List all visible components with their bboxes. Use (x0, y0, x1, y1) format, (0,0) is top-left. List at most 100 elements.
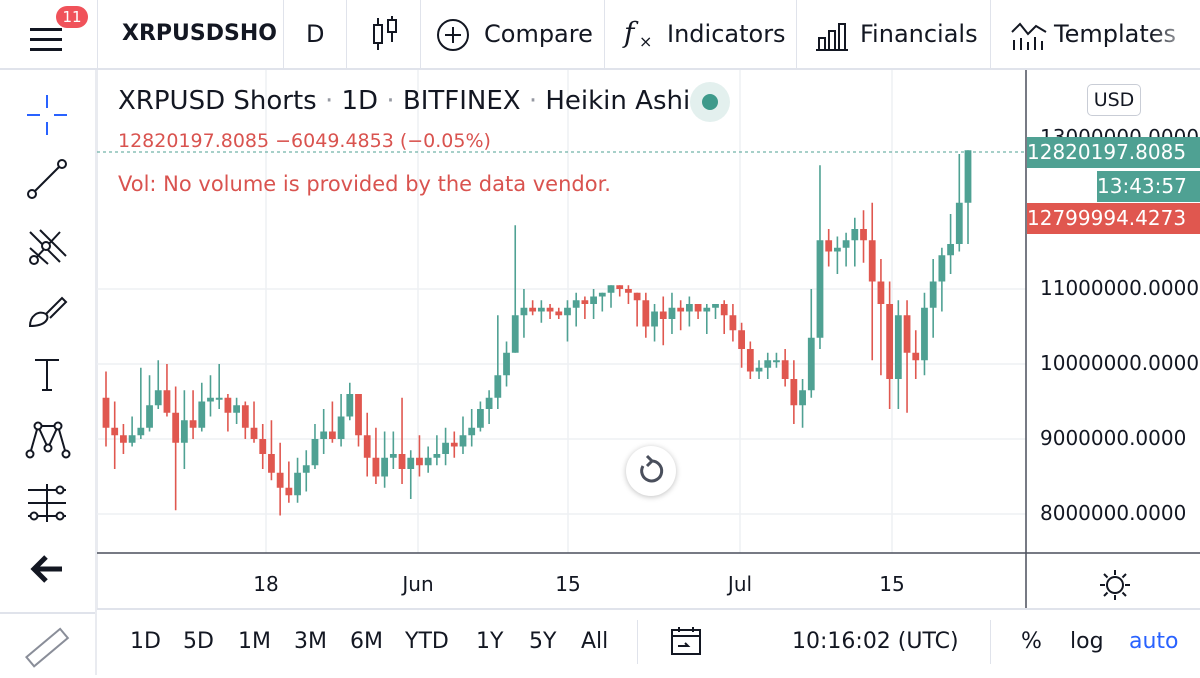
go-to-date-button[interactable] (668, 624, 704, 660)
interval-button[interactable]: D (306, 20, 325, 48)
candle-body (746, 349, 754, 372)
plus-circle-icon (437, 19, 469, 51)
candle-body (894, 315, 902, 379)
pattern-icon (25, 421, 71, 459)
brush-tool[interactable] (22, 286, 72, 336)
financials-label: Financials (860, 20, 978, 48)
top-toolbar: 11 XRPUSDSHO D Compare f × Indicators (0, 0, 1200, 70)
candle-body (685, 304, 693, 312)
back-arrow-icon (30, 555, 62, 583)
range-button-5d[interactable]: 5D (183, 629, 214, 654)
utc-clock[interactable]: 10:16:02 (UTC) (792, 629, 959, 654)
market-status-icon[interactable] (690, 82, 730, 122)
candle-body (180, 420, 188, 443)
indicators-button[interactable]: f × Indicators (624, 14, 786, 56)
candle-body (442, 442, 449, 454)
financials-button[interactable]: Financials (814, 14, 979, 56)
trend-line-tool[interactable] (22, 154, 72, 204)
chart-legend[interactable]: XRPUSD Shorts · 1D · BITFINEX · Heikin A… (118, 86, 691, 116)
price-tick-label: 11000000.0000 (1040, 276, 1200, 300)
range-button-1d[interactable]: 1D (130, 629, 161, 654)
candle-body (120, 435, 127, 443)
bar-countdown-label: 13:43:57 (1097, 171, 1200, 202)
candle-body (207, 397, 214, 402)
candle-body (302, 465, 310, 473)
range-button-1m[interactable]: 1M (238, 629, 271, 654)
candle-body (328, 431, 336, 439)
legend-price-values: 12820197.8085 −6049.4853 (−0.05%) (118, 130, 491, 152)
crosshair-icon (27, 95, 67, 135)
range-button-all[interactable]: All (581, 629, 609, 654)
candle-body (590, 296, 597, 304)
back-button[interactable] (22, 544, 72, 594)
range-button-ytd[interactable]: YTD (405, 629, 449, 654)
calendar-icon (671, 627, 701, 655)
candle-body (712, 304, 719, 308)
candle-body (642, 300, 650, 327)
legend-symbol: XRPUSD Shorts (118, 86, 317, 116)
price-axis-tick-partial: 13000000.0000 (1040, 127, 1199, 137)
price-chart[interactable] (97, 70, 1200, 608)
candle-body (625, 289, 632, 293)
chart-style-button[interactable] (364, 12, 408, 56)
ruler-tool[interactable] (22, 624, 72, 674)
range-button-5y[interactable]: 5Y (529, 629, 557, 654)
candle-body (903, 315, 911, 353)
ruler-icon (25, 627, 70, 668)
chart-settings-button[interactable] (1098, 568, 1132, 602)
candle-body (503, 352, 510, 376)
currency-button[interactable]: USD (1087, 84, 1141, 116)
candle-body (477, 409, 484, 428)
candle-body (955, 202, 963, 244)
candle-body (154, 390, 162, 406)
candle-body (311, 439, 319, 466)
crosshair-tool[interactable] (22, 90, 72, 140)
candle-body (529, 307, 537, 312)
symbol-search[interactable]: XRPUSDSHO (122, 21, 277, 46)
price-tick-label: 10000000.0000 (1040, 351, 1200, 375)
candle-body (241, 405, 249, 428)
measure-tool[interactable] (22, 478, 72, 528)
candle-body (938, 255, 946, 282)
compare-button[interactable]: Compare (436, 14, 596, 56)
candle-body (520, 307, 528, 316)
candle-body (546, 307, 554, 312)
candle-body (842, 240, 850, 248)
text-tool[interactable] (22, 350, 72, 400)
candle-body (877, 281, 885, 304)
candle-body (381, 457, 389, 477)
candle-body (224, 397, 232, 413)
text-tool-icon (35, 359, 59, 391)
candle-body (459, 435, 467, 447)
reset-chart-button[interactable] (626, 446, 676, 496)
candle-body (163, 390, 171, 413)
candle-body (598, 292, 606, 297)
log-toggle[interactable]: log (1070, 629, 1104, 654)
candle-body (581, 300, 589, 304)
candle-body (485, 397, 493, 409)
candle-body (799, 390, 806, 406)
last-price-label: 12820197.8085 (1027, 137, 1200, 168)
candle-body (337, 416, 345, 439)
legend-exchange: BITFINEX (402, 86, 521, 116)
range-button-3m[interactable]: 3M (294, 629, 327, 654)
range-button-1y[interactable]: 1Y (476, 629, 504, 654)
candle-body (729, 315, 737, 331)
notification-badge: 11 (56, 6, 88, 28)
candle-body (929, 281, 937, 308)
pattern-tool[interactable] (22, 414, 72, 464)
pitchfork-tool[interactable] (22, 220, 72, 270)
auto-toggle[interactable]: auto (1129, 629, 1179, 654)
menu-button[interactable] (22, 16, 70, 56)
legend-interval: 1D (341, 86, 379, 116)
hamburger-icon (30, 28, 62, 51)
candle-body (607, 285, 615, 293)
candle-body (755, 367, 763, 372)
candle-body (424, 457, 432, 466)
candles-icon (373, 16, 397, 50)
candle-body (964, 150, 972, 203)
candle-body (398, 454, 406, 469)
range-button-6m[interactable]: 6M (350, 629, 383, 654)
percent-toggle[interactable]: % (1021, 629, 1042, 654)
templates-button[interactable]: Templates (1010, 14, 1200, 56)
